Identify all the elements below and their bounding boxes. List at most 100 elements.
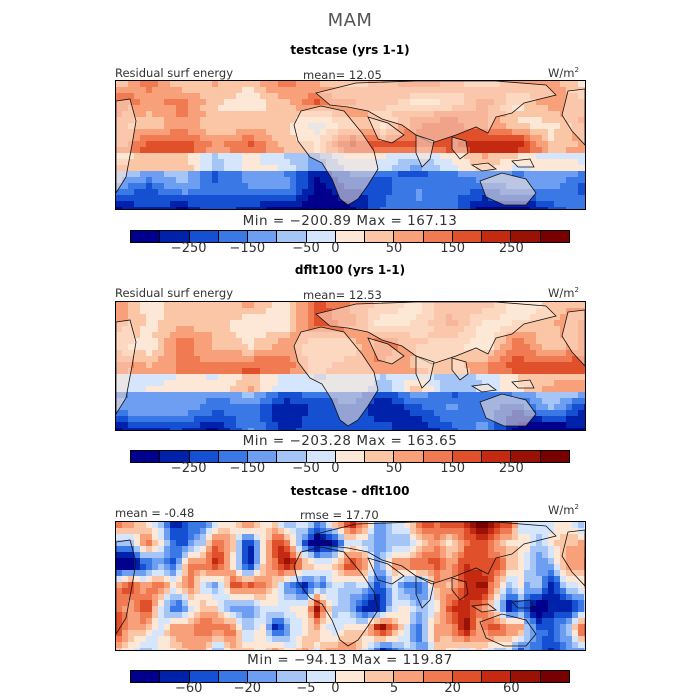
heatmap-cell xyxy=(518,570,525,577)
heatmap-cell xyxy=(296,410,303,417)
heatmap-cell xyxy=(338,546,345,553)
heatmap-cell xyxy=(524,386,531,393)
heatmap-cell xyxy=(236,326,243,333)
heatmap-cell xyxy=(236,177,243,184)
heatmap-cell xyxy=(260,189,267,196)
heatmap-cell xyxy=(476,147,483,154)
heatmap-cell xyxy=(398,624,405,631)
heatmap-cell xyxy=(518,153,525,160)
heatmap-cell xyxy=(164,147,171,154)
heatmap-cell xyxy=(284,350,291,357)
heatmap-cell xyxy=(164,141,171,148)
heatmap-cell xyxy=(470,534,477,541)
heatmap-cell xyxy=(158,380,165,387)
heatmap-cell xyxy=(560,177,567,184)
heatmap-cell xyxy=(158,93,165,100)
heatmap-cell xyxy=(560,314,567,321)
heatmap-cell xyxy=(188,570,195,577)
heatmap-cell xyxy=(266,141,273,148)
heatmap-cell xyxy=(290,386,297,393)
heatmap-cell xyxy=(500,624,507,631)
heatmap-cell xyxy=(524,350,531,357)
panel2-colorbar-swatch xyxy=(189,451,219,462)
heatmap-cell xyxy=(578,153,585,160)
heatmap-cell xyxy=(140,600,147,607)
heatmap-cell xyxy=(434,183,441,190)
heatmap-cell xyxy=(158,528,165,535)
heatmap-cell xyxy=(566,588,573,595)
heatmap-cell xyxy=(116,630,123,637)
heatmap-cell xyxy=(332,105,339,112)
heatmap-cell xyxy=(374,552,381,559)
heatmap-cell xyxy=(566,201,573,208)
heatmap-cell xyxy=(452,540,459,547)
heatmap-cell xyxy=(302,410,309,417)
heatmap-cell xyxy=(248,398,255,405)
heatmap-cell xyxy=(488,171,495,178)
heatmap-cell xyxy=(140,344,147,351)
heatmap-cell xyxy=(548,410,555,417)
heatmap-cell xyxy=(266,410,273,417)
heatmap-cell xyxy=(290,528,297,535)
heatmap-cell xyxy=(464,522,471,529)
heatmap-cell xyxy=(332,534,339,541)
heatmap-cell xyxy=(122,183,129,190)
heatmap-cell xyxy=(566,594,573,601)
heatmap-cell xyxy=(266,356,273,363)
heatmap-cell xyxy=(548,177,555,184)
heatmap-cell xyxy=(194,404,201,411)
heatmap-cell xyxy=(272,111,279,118)
heatmap-cell xyxy=(200,374,207,381)
heatmap-cell xyxy=(134,410,141,417)
heatmap-cell xyxy=(434,606,441,613)
heatmap-cell xyxy=(368,201,375,208)
heatmap-cell xyxy=(176,189,183,196)
heatmap-cell xyxy=(278,404,285,411)
heatmap-cell xyxy=(266,534,273,541)
heatmap-cell xyxy=(506,368,513,375)
heatmap-cell xyxy=(260,207,267,209)
heatmap-cell xyxy=(548,195,555,202)
heatmap-cell xyxy=(170,350,177,357)
heatmap-cell xyxy=(434,207,441,209)
heatmap-cell xyxy=(278,135,285,142)
heatmap-cell xyxy=(350,594,357,601)
heatmap-cell xyxy=(572,522,579,529)
heatmap-cell xyxy=(296,153,303,160)
panel2-colorbar-swatch xyxy=(394,451,424,462)
heatmap-cell xyxy=(314,302,321,309)
heatmap-cell xyxy=(392,546,399,553)
heatmap-cell xyxy=(272,392,279,399)
heatmap-cell xyxy=(392,576,399,583)
heatmap-cell xyxy=(578,368,585,375)
heatmap-cell xyxy=(134,111,141,118)
heatmap-cell xyxy=(302,171,309,178)
heatmap-cell xyxy=(158,356,165,363)
heatmap-cell xyxy=(374,380,381,387)
heatmap-cell xyxy=(542,302,549,309)
heatmap-cell xyxy=(194,165,201,172)
heatmap-cell xyxy=(554,93,561,100)
heatmap-cell xyxy=(530,534,537,541)
heatmap-cell xyxy=(392,374,399,381)
heatmap-cell xyxy=(506,606,513,613)
heatmap-cell xyxy=(512,540,519,547)
heatmap-cell xyxy=(380,576,387,583)
heatmap-cell xyxy=(170,422,177,429)
heatmap-cell xyxy=(254,320,261,327)
heatmap-cell xyxy=(446,564,453,571)
heatmap-cell xyxy=(266,540,273,547)
heatmap-cell xyxy=(188,117,195,124)
heatmap-cell xyxy=(404,624,411,631)
heatmap-cell xyxy=(542,570,549,577)
heatmap-cell xyxy=(242,380,249,387)
heatmap-cell xyxy=(248,386,255,393)
heatmap-cell xyxy=(536,618,543,625)
heatmap-cell xyxy=(200,207,207,209)
heatmap-cell xyxy=(296,546,303,553)
heatmap-cell xyxy=(332,207,339,209)
heatmap-cell xyxy=(170,600,177,607)
heatmap-cell xyxy=(206,398,213,405)
heatmap-cell xyxy=(266,159,273,166)
heatmap-cell xyxy=(422,177,429,184)
